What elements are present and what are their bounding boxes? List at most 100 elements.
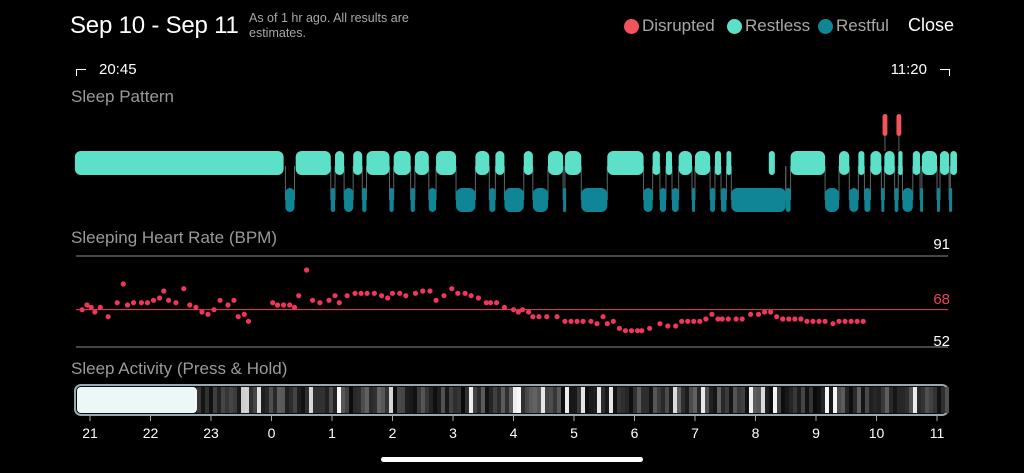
restless-block — [547, 151, 564, 175]
activity-segment — [877, 387, 881, 413]
restful-block — [504, 188, 524, 212]
restless-block — [335, 151, 345, 175]
activity-segment — [197, 387, 201, 413]
activity-segment — [741, 387, 745, 413]
hr-point — [130, 300, 137, 306]
activity-segment — [905, 387, 909, 413]
activity-segment — [761, 387, 765, 413]
hr-point — [88, 304, 94, 310]
hr-point — [544, 314, 550, 320]
restful-dot-icon — [818, 18, 833, 34]
close-button[interactable]: Close — [907, 15, 954, 35]
activity-segment — [925, 387, 929, 413]
hr-point — [144, 300, 151, 306]
activity-segment — [813, 387, 817, 413]
end-time: 11:20 — [891, 61, 950, 78]
hr-point — [780, 316, 786, 322]
activity-segment — [277, 387, 281, 413]
activity-segment — [337, 387, 341, 413]
hr-point — [397, 290, 403, 296]
activity-segment — [341, 387, 345, 413]
activity-segment — [205, 387, 209, 413]
hr-point — [211, 307, 217, 313]
activity-segment — [609, 387, 613, 413]
activity-segment — [537, 387, 541, 413]
legend-disrupted: Disrupted — [624, 16, 715, 36]
activity-segment — [805, 387, 809, 413]
disrupted-block — [882, 114, 888, 136]
activity-tick-label: 21 — [82, 425, 98, 441]
hr-point — [241, 311, 247, 317]
hr-point — [181, 286, 187, 292]
hr-point — [568, 318, 574, 324]
activity-segment — [473, 387, 477, 413]
activity-tick-label: 6 — [631, 425, 639, 441]
restless-block — [475, 151, 490, 175]
activity-segment — [621, 387, 625, 413]
restless-block — [726, 151, 732, 175]
activity-segment — [393, 387, 397, 413]
activity-segment — [573, 387, 577, 413]
activity-segment — [549, 387, 553, 413]
hr-point — [483, 300, 489, 306]
activity-segment — [517, 387, 521, 413]
hr-point — [336, 300, 342, 306]
hr-point — [427, 288, 433, 294]
activity-segment — [649, 387, 653, 413]
activity-segment — [837, 387, 841, 413]
hr-point — [97, 304, 103, 310]
activity-segment — [509, 387, 513, 413]
hr-point — [685, 318, 691, 324]
activity-segment — [525, 387, 529, 413]
activity-segment — [825, 387, 829, 413]
home-indicator[interactable] — [381, 457, 643, 462]
restless-block — [950, 151, 957, 175]
hr-point — [441, 293, 447, 299]
activity-segment — [841, 387, 845, 413]
start-time-label: 20:45 — [99, 61, 137, 78]
hr-point — [389, 290, 396, 296]
restless-block — [921, 151, 937, 175]
hr-point — [554, 314, 560, 320]
activity-tick-label: 2 — [389, 425, 397, 441]
hr-point — [281, 302, 287, 308]
restful-block — [894, 188, 899, 212]
hr-point — [344, 293, 350, 299]
activity-segment — [373, 387, 377, 413]
restful-block — [731, 188, 786, 212]
activity-segment — [465, 387, 469, 413]
activity-segment — [885, 387, 889, 413]
activity-segment — [425, 387, 429, 413]
hr-point — [665, 323, 671, 329]
activity-segment — [353, 387, 357, 413]
hr-point — [709, 311, 715, 317]
activity-segment — [933, 387, 937, 413]
activity-segment — [853, 387, 857, 413]
activity-segment — [469, 387, 473, 413]
activity-segment — [681, 387, 685, 413]
hr-point — [326, 297, 332, 303]
hr-point — [673, 323, 679, 329]
activity-segment — [705, 387, 709, 413]
activity-segment — [293, 387, 297, 413]
activity-segment — [593, 387, 597, 413]
hr-point — [303, 267, 310, 273]
hr-point — [364, 290, 370, 296]
activity-segment — [557, 387, 561, 413]
activity-segment — [441, 387, 445, 413]
activity-segment — [821, 387, 825, 413]
restless-block — [768, 151, 775, 175]
activity-segment — [781, 387, 785, 413]
restful-block — [949, 188, 953, 212]
activity-tick-label: 1 — [328, 425, 336, 441]
activity-segment — [641, 387, 645, 413]
activity-segment — [921, 387, 925, 413]
restless-block — [564, 151, 582, 175]
activity-segment — [253, 387, 257, 413]
restless-block — [607, 151, 644, 175]
hr-point — [193, 304, 199, 310]
restless-block — [652, 151, 660, 175]
activity-segment — [285, 387, 289, 413]
hr-point — [270, 300, 276, 306]
hr-point — [519, 307, 526, 313]
